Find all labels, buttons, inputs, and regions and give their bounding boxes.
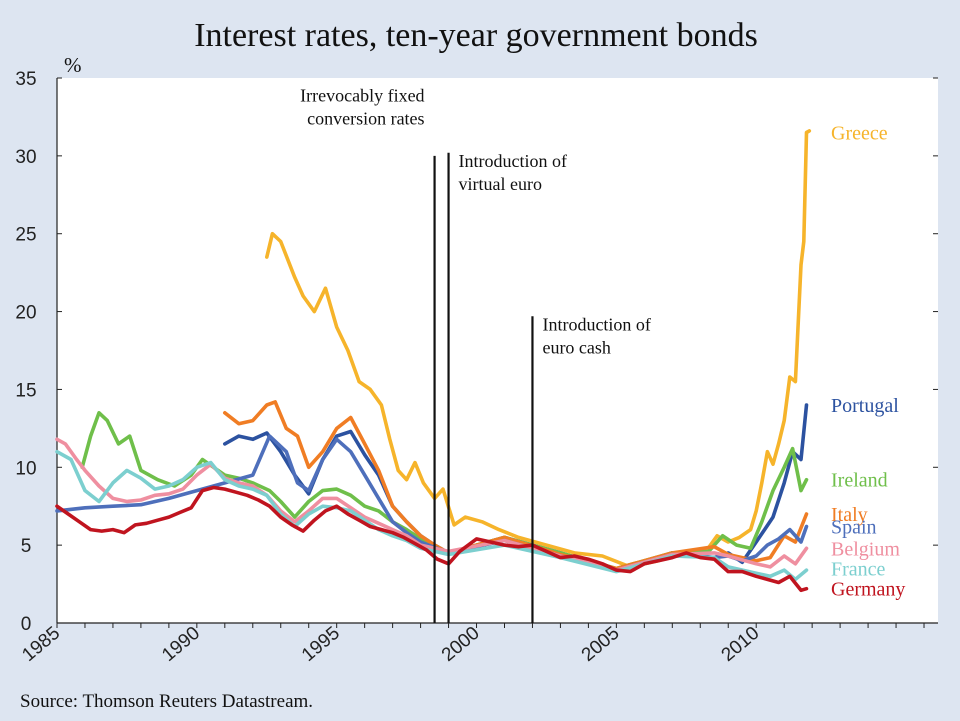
series-line-greece xyxy=(265,129,812,569)
series-line-germany xyxy=(55,485,809,593)
series-label-spain: Spain xyxy=(831,516,877,538)
series-label-france: France xyxy=(831,559,886,581)
x-tick-label: 2005 xyxy=(578,623,624,666)
event-label: virtual euro xyxy=(459,174,542,194)
y-tick-label: 30 xyxy=(15,147,36,168)
chart-title: Interest rates, ten-year government bond… xyxy=(194,17,758,54)
y-axis-unit-label: % xyxy=(64,53,82,77)
event-label: euro cash xyxy=(542,337,610,357)
x-tick-label: 1990 xyxy=(158,623,204,666)
series-label-italy: Italy xyxy=(831,504,868,526)
source-note: Source: Thomson Reuters Datastream. xyxy=(20,691,314,712)
series-label-ireland: Ireland xyxy=(831,470,888,492)
x-tick-label: 1995 xyxy=(298,623,344,666)
series-label-belgium: Belgium xyxy=(831,538,900,560)
series-label-germany: Germany xyxy=(831,579,905,601)
y-tick-label: 5 xyxy=(21,536,32,557)
x-tick-label: 2010 xyxy=(718,623,764,666)
y-tick-label: 35 xyxy=(15,69,36,90)
y-tick-label: 15 xyxy=(15,380,36,401)
event-label: Introduction of xyxy=(459,151,567,171)
series-label-greece: Greece xyxy=(831,123,888,145)
y-tick-label: 0 xyxy=(21,614,32,635)
y-tick-label: 25 xyxy=(15,225,36,246)
event-label: Irrevocably fixed xyxy=(300,85,424,105)
x-tick-label: 2000 xyxy=(438,623,484,666)
series-label-portugal: Portugal xyxy=(831,395,899,417)
y-tick-label: 10 xyxy=(15,458,36,479)
series-line-ireland xyxy=(80,411,809,571)
event-label: conversion rates xyxy=(307,108,424,128)
y-tick-label: 20 xyxy=(15,303,36,324)
event-label: Introduction of xyxy=(542,314,650,334)
